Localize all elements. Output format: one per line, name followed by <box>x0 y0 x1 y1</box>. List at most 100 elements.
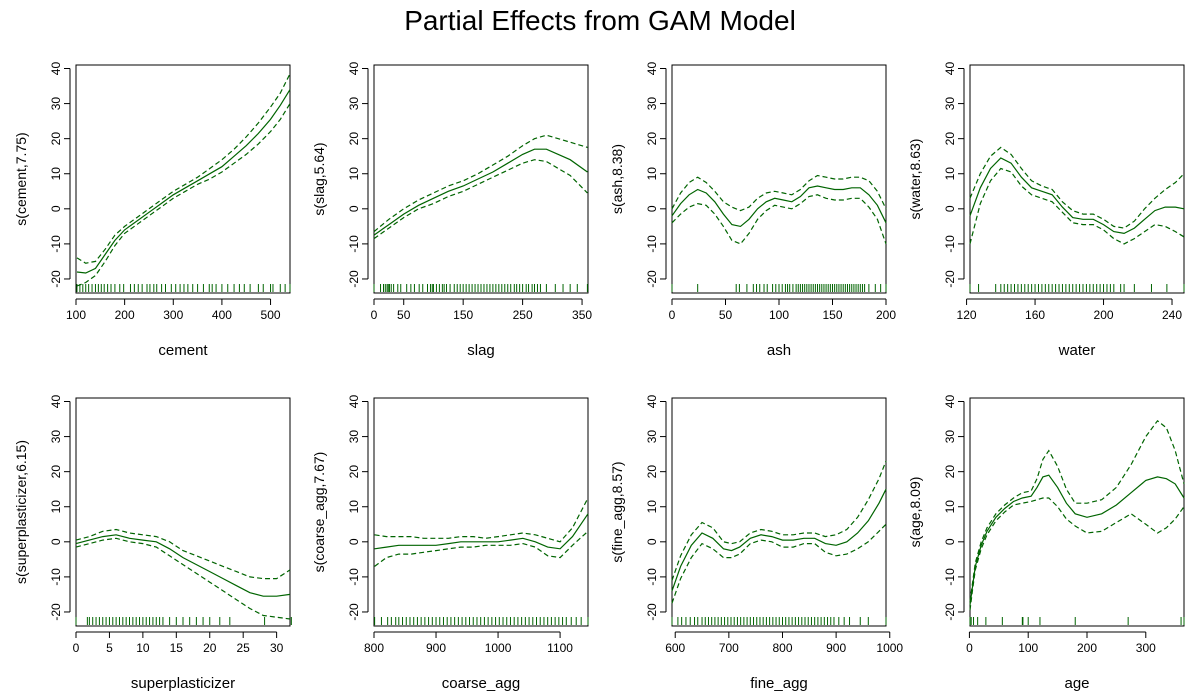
x-tick-label: 240 <box>1162 308 1182 322</box>
rug <box>76 284 291 292</box>
y-tick-label: 10 <box>49 167 63 181</box>
lower-ci-line <box>75 537 291 620</box>
x-axis: 0 5 10 15 20 25 30 <box>73 631 284 655</box>
y-tick-label: 0 <box>943 205 957 212</box>
x-tick-label: 10 <box>136 641 150 655</box>
y-tick-label: 40 <box>943 62 957 76</box>
y-tick-label: 30 <box>347 97 361 111</box>
y-tick-label: 0 <box>49 538 63 545</box>
y-tick-label: -10 <box>347 568 361 586</box>
y-axis-label: s(age,8.09) <box>907 477 923 548</box>
upper-ci-line <box>75 528 291 580</box>
y-tick-label: -10 <box>943 568 957 586</box>
lower-ci-line <box>374 530 589 567</box>
plot-frame <box>671 397 887 627</box>
lower-ci-line <box>969 497 1185 611</box>
y-tick-label: 0 <box>645 538 659 545</box>
y-tick-label: 30 <box>49 430 63 444</box>
upper-ci-line <box>374 497 589 543</box>
y-tick-label: -20 <box>645 270 659 288</box>
x-tick-label: 700 <box>719 641 739 655</box>
y-tick-label: 0 <box>943 538 957 545</box>
x-tick-label: 900 <box>826 641 846 655</box>
x-axis: 0 50 100 150 200 <box>669 298 896 322</box>
x-axis: 0 100 200 300 <box>966 631 1156 655</box>
y-axis: -20 -10 0 10 20 30 40 <box>943 62 965 288</box>
lower-ci-line <box>671 194 887 245</box>
x-tick-label: 200 <box>876 308 896 322</box>
x-tick-label: 15 <box>170 641 184 655</box>
y-axis: -20 -10 0 10 20 30 40 <box>347 395 369 621</box>
upper-ci-line <box>671 174 887 212</box>
y-tick-label: 10 <box>347 500 361 514</box>
x-tick-label: 20 <box>203 641 217 655</box>
upper-ci-line <box>969 146 1185 229</box>
y-tick-label: -20 <box>49 270 63 288</box>
rug <box>671 617 887 625</box>
fit-line <box>969 157 1185 235</box>
y-tick-label: -10 <box>645 235 659 253</box>
x-tick-label: 800 <box>772 641 792 655</box>
x-tick-label: 1100 <box>547 641 573 655</box>
rug <box>75 617 292 625</box>
y-tick-label: 20 <box>943 132 957 146</box>
x-tick-label: 50 <box>397 308 411 322</box>
x-tick-label: 350 <box>572 308 592 322</box>
y-tick-label: -20 <box>49 603 63 621</box>
rug <box>671 284 887 292</box>
y-axis: -20 -10 0 10 20 30 40 <box>49 395 71 621</box>
rug <box>373 284 588 292</box>
plot-frame <box>373 64 589 294</box>
x-tick-label: 200 <box>115 308 135 322</box>
upper-ci-line <box>76 73 291 264</box>
upper-ci-line <box>969 419 1185 602</box>
y-tick-label: 0 <box>49 205 63 212</box>
figure-title: Partial Effects from GAM Model <box>404 5 796 36</box>
x-axis-label: water <box>1058 342 1096 359</box>
fit-line <box>76 89 291 274</box>
panel-superplasticizer: 0 5 10 15 20 25 30 superplasticizer -20 -10 0 10 20 3… <box>13 395 292 692</box>
x-tick-label: 100 <box>769 308 789 322</box>
x-tick-label: 150 <box>453 308 473 322</box>
x-tick-label: 25 <box>237 641 251 655</box>
y-tick-label: 10 <box>645 167 659 181</box>
x-tick-label: 5 <box>106 641 113 655</box>
x-axis-label: slag <box>467 342 495 359</box>
y-tick-label: 30 <box>49 97 63 111</box>
rug <box>969 284 1185 292</box>
y-tick-label: -10 <box>645 568 659 586</box>
x-tick-label: 300 <box>163 308 183 322</box>
x-axis-label: cement <box>158 342 208 359</box>
y-tick-label: 10 <box>943 167 957 181</box>
x-tick-label: 1000 <box>485 641 512 655</box>
panel-cement: 100 200 300 400 500 cement -20 -10 0 10 20 30 40 s(ce… <box>13 62 291 359</box>
x-tick-label: 120 <box>957 308 977 322</box>
fit-line <box>671 185 887 228</box>
x-axis: 100 200 300 400 500 <box>66 298 281 322</box>
y-axis-label: s(coarse_agg,7.67) <box>311 452 327 573</box>
y-tick-label: 20 <box>943 465 957 479</box>
y-tick-label: -10 <box>49 235 63 253</box>
x-axis: 0 50 150 250 350 <box>371 298 592 322</box>
y-tick-label: -20 <box>347 603 361 621</box>
y-tick-label: -20 <box>347 270 361 288</box>
fit-line <box>374 513 589 550</box>
panel-slag: 0 50 150 250 350 slag -20 -10 0 10 20 30 40 s(slag,5.… <box>311 62 592 359</box>
y-tick-label: 30 <box>645 430 659 444</box>
fit-line <box>969 474 1185 606</box>
y-tick-label: -20 <box>645 603 659 621</box>
y-tick-label: 20 <box>49 465 63 479</box>
x-tick-label: 0 <box>371 308 378 322</box>
plot-frame <box>969 397 1185 627</box>
y-tick-label: 30 <box>943 97 957 111</box>
x-axis-label: superplasticizer <box>131 675 235 692</box>
plot-frame <box>373 397 589 627</box>
y-tick-label: -10 <box>943 235 957 253</box>
plot-frame <box>75 397 291 627</box>
x-axis-label: fine_agg <box>750 675 808 692</box>
x-axis-label: ash <box>767 342 791 359</box>
y-axis-label: s(fine_agg,8.57) <box>609 461 625 562</box>
y-tick-label: 10 <box>347 167 361 181</box>
y-axis: -20 -10 0 10 20 30 40 <box>645 395 667 621</box>
x-tick-label: 900 <box>426 641 446 655</box>
